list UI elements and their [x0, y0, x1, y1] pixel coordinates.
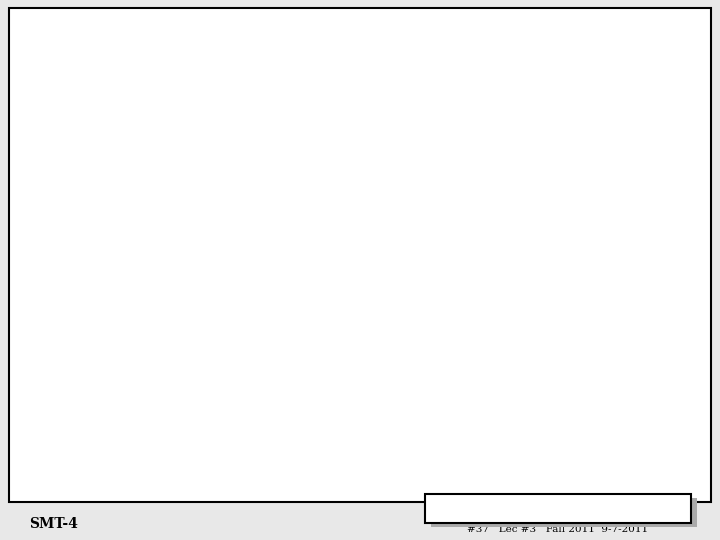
Text: Flushing a blocked thread from the instruction queue (and pre-
queue pipeline st: Flushing a blocked thread from the instr…: [66, 191, 590, 224]
Text: How?: How?: [47, 234, 89, 248]
Text: •: •: [43, 84, 53, 102]
Text: •: •: [43, 191, 53, 208]
Text: EECC722 - Shaaban: EECC722 - Shaaban: [454, 498, 662, 517]
Text: SMT Synchronization Mechanism: SMT Synchronization Mechanism: [158, 52, 562, 75]
Text: –: –: [104, 234, 112, 248]
Text: The acquire instruction is restartable.  Because it never commits if it
does not: The acquire instruction is restartable. …: [66, 84, 637, 152]
Text: •: •: [43, 378, 53, 395]
Text: •: •: [43, 300, 53, 317]
Text: Hardware Implementation of Proposed Blocking: Hardware Implementation of Proposed Bloc…: [68, 30, 652, 52]
Text: SMT-4: SMT-4: [29, 517, 78, 531]
Text: The entire mechanism is scalable (i.e., it can be used between
processors), as l: The entire mechanism is scalable (i.e., …: [66, 378, 587, 428]
Text: #37   Lec #3   Fall 2011  9-7-2011: #37 Lec #3 Fall 2011 9-7-2011: [467, 525, 649, 534]
Text: The mechanism needed to flush a thread is the same mechanism
used after a branch: The mechanism needed to flush a thread i…: [118, 234, 652, 266]
FancyBboxPatch shape: [38, 226, 99, 251]
Text: We can prevent starvation of any single thread without adding
information to the: We can prevent starvation of any single …: [66, 300, 634, 350]
